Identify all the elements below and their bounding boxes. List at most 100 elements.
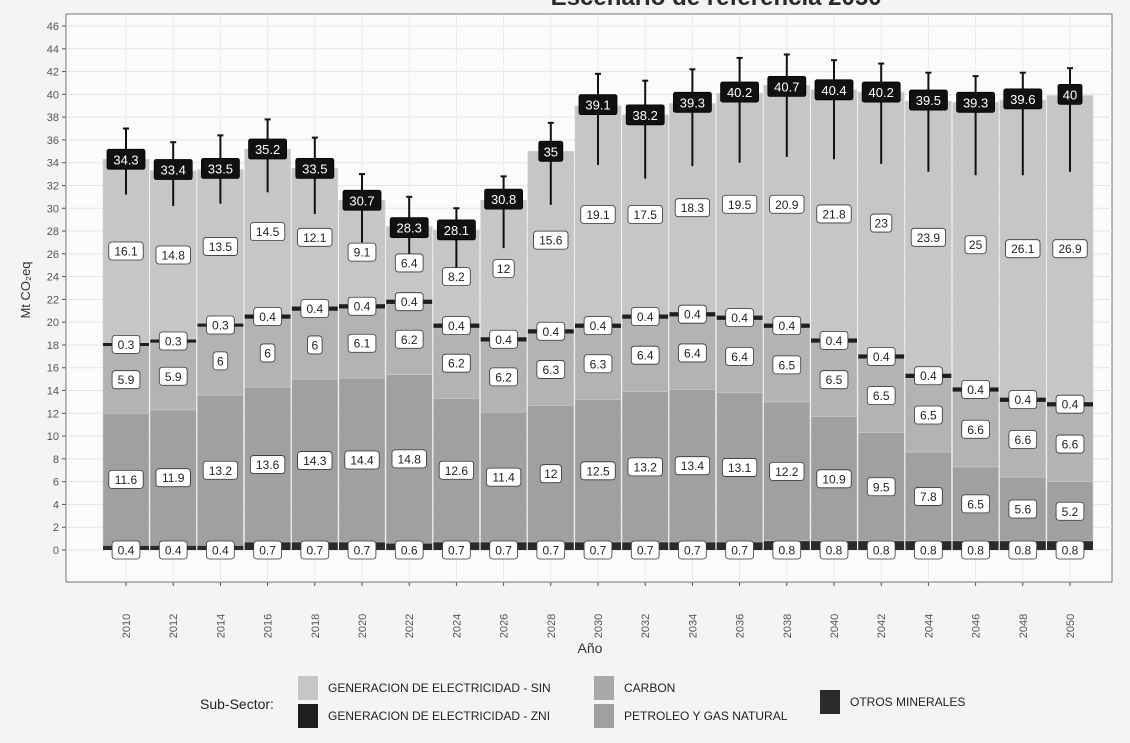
total-label-box (720, 81, 759, 103)
data-label: 14.3 (303, 454, 327, 468)
total-label-box (909, 89, 948, 111)
data-label-box (910, 227, 947, 247)
page-title: — Escenario de referencia 2050 (520, 0, 882, 12)
y-tick-label: 16 (47, 363, 59, 375)
data-label: 6.2 (401, 333, 418, 347)
data-label: 0.8 (826, 544, 843, 558)
total-label: 40.2 (869, 85, 894, 100)
y-tick-label: 24 (47, 272, 59, 284)
data-label-box (212, 351, 229, 371)
data-label-box (300, 299, 330, 318)
data-label: 6.2 (495, 370, 512, 384)
data-label: 14.5 (256, 225, 280, 239)
data-label: 6.2 (448, 357, 465, 371)
data-label-box (533, 230, 569, 250)
data-label: 0.4 (684, 308, 701, 322)
x-tick-label: 2040 (829, 614, 841, 638)
y-tick-label: 6 (53, 477, 59, 489)
data-label-box (674, 456, 711, 476)
data-label-box (1055, 540, 1085, 560)
y-tick-label: 8 (53, 454, 59, 466)
data-label-box (442, 267, 471, 287)
total-label-box (153, 159, 193, 180)
total-label-box (484, 188, 524, 210)
data-label: 0.4 (778, 319, 795, 333)
data-label-box (819, 370, 849, 390)
y-tick-label: 42 (47, 67, 59, 79)
data-label-box (206, 315, 235, 335)
legend-swatch-zni (298, 704, 318, 728)
data-label: 0.7 (354, 544, 371, 558)
data-label-box (394, 329, 424, 349)
data-label-box (630, 307, 660, 326)
total-label: 34.3 (113, 152, 138, 167)
data-label-box (111, 540, 141, 560)
data-label-box (202, 237, 238, 256)
total-label: 38.2 (633, 108, 658, 123)
total-label-box (538, 140, 564, 162)
y-tick-label: 18 (47, 340, 59, 352)
data-label-box (627, 457, 663, 477)
data-label: 14.8 (162, 248, 186, 262)
data-label: 6.4 (731, 350, 748, 364)
data-label-box (866, 477, 896, 497)
data-label-box (583, 354, 613, 374)
data-label-box (866, 346, 896, 366)
data-label: 10.9 (822, 472, 846, 486)
stacked-bar-chart: 0246810121416182022242628303234363840424… (18, 13, 1113, 656)
legend-swatch-otros-minerales (820, 690, 840, 714)
total-label-box (814, 79, 854, 101)
data-label: 0.4 (165, 544, 182, 558)
data-label-box (347, 540, 377, 560)
total-label: 28.3 (397, 221, 422, 236)
data-label: 6.5 (826, 373, 843, 387)
y-tick-label: 0 (53, 545, 59, 557)
y-tick-label: 20 (47, 317, 59, 329)
data-label: 0.8 (1062, 544, 1079, 558)
y-axis-label: Mt CO₂eq (18, 261, 33, 318)
data-label: 26.9 (1058, 242, 1082, 256)
data-label-box (391, 449, 427, 469)
x-tick-label: 2012 (168, 614, 180, 638)
data-label-box (155, 468, 191, 488)
data-label: 0.7 (306, 544, 323, 558)
total-label-box (1057, 83, 1083, 105)
x-tick-label: 2022 (404, 614, 416, 638)
total-label: 33.5 (208, 161, 233, 176)
data-label-box (394, 253, 424, 273)
data-label-box (1005, 239, 1041, 259)
data-label-box (678, 343, 707, 363)
data-label: 12 (497, 262, 511, 276)
data-label: 5.9 (165, 370, 182, 384)
data-label-box (580, 461, 616, 481)
data-label: 0.4 (920, 369, 937, 383)
data-label-box (583, 540, 613, 560)
data-label: 0.7 (590, 544, 607, 558)
data-label-box (1055, 394, 1085, 414)
data-label-box (108, 241, 144, 261)
data-label: 18.3 (681, 201, 705, 215)
data-label: 6.5 (967, 497, 984, 511)
data-label-box (722, 194, 758, 214)
data-label-box (442, 353, 471, 373)
legend-item-sin: GENERACION DE ELECTRICIDAD - SIN (298, 676, 551, 700)
data-label: 0.8 (1014, 544, 1031, 558)
x-tick-label: 2038 (782, 614, 794, 638)
data-label: 12.2 (775, 465, 799, 479)
data-label: 0.7 (542, 544, 559, 558)
data-label: 0.8 (778, 544, 795, 558)
data-label: 5.6 (1014, 502, 1031, 516)
data-label: 0.8 (920, 544, 937, 558)
data-label: 13.4 (681, 459, 705, 473)
total-label: 33.5 (302, 161, 327, 176)
data-label: 5.2 (1062, 505, 1079, 519)
data-label-box (772, 540, 802, 560)
data-label-box (394, 292, 424, 312)
data-label-box (627, 205, 663, 224)
legend-item-carbon: CARBON (594, 676, 675, 700)
data-label: 19.5 (728, 198, 752, 212)
data-label: 0.7 (448, 544, 465, 558)
data-label: 6.4 (401, 256, 418, 270)
data-label: 0.7 (495, 544, 512, 558)
data-label-box (1052, 239, 1088, 259)
